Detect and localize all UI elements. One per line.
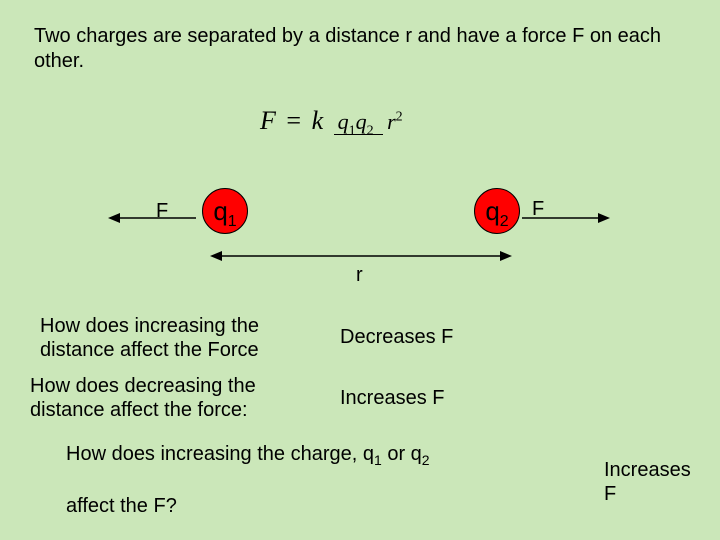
- charge-q1: q1: [202, 188, 248, 234]
- a3-l2: F: [604, 483, 616, 505]
- formula-k: k: [312, 106, 324, 135]
- a3-l1: Increases: [604, 459, 691, 481]
- charge-q2-sub: 2: [500, 213, 509, 230]
- answer-3: Increases F: [604, 458, 691, 506]
- formula-numerator: q1q2: [334, 109, 384, 135]
- force-arrow-left: [108, 212, 198, 224]
- num-q2-sub: 2: [367, 124, 374, 139]
- den-exp: 2: [396, 110, 403, 125]
- answer-2: Increases F: [340, 386, 444, 410]
- coulomb-formula: F = k q1q2 r2: [260, 106, 407, 140]
- num-q1-sub: 1: [349, 124, 356, 139]
- distance-arrow: [210, 250, 512, 262]
- charge-q1-sub: 1: [228, 213, 237, 230]
- distance-label: r: [356, 264, 363, 287]
- den-r: r: [387, 109, 396, 134]
- num-q2: q: [356, 109, 367, 134]
- question-3-line2: affect the F?: [66, 494, 177, 518]
- q3-pre: How does increasing the charge, q: [66, 443, 374, 465]
- force-label-right: F: [532, 198, 544, 221]
- formula-lhs: F: [260, 106, 276, 135]
- num-q1: q: [338, 109, 349, 134]
- formula-denominator: r2: [383, 109, 407, 134]
- force-diagram: F q1 q2 F r: [0, 188, 720, 298]
- formula-fraction: q1q2 r2: [334, 106, 407, 139]
- question-2: How does decreasing the distance affect …: [30, 374, 310, 422]
- formula-eq: =: [286, 106, 301, 135]
- q3-mid: or q: [382, 443, 422, 465]
- answer-1: Decreases F: [340, 325, 453, 349]
- charge-q2: q2: [474, 188, 520, 234]
- charge-q1-sym: q: [213, 196, 227, 226]
- q3-sub1: 1: [374, 452, 382, 468]
- question-1: How does increasing the distance affect …: [40, 314, 320, 362]
- charge-q2-sym: q: [485, 196, 499, 226]
- q3-sub2: 2: [422, 452, 430, 468]
- intro-text: Two charges are separated by a distance …: [34, 24, 686, 74]
- question-3-line1: How does increasing the charge, q1 or q2: [66, 442, 430, 469]
